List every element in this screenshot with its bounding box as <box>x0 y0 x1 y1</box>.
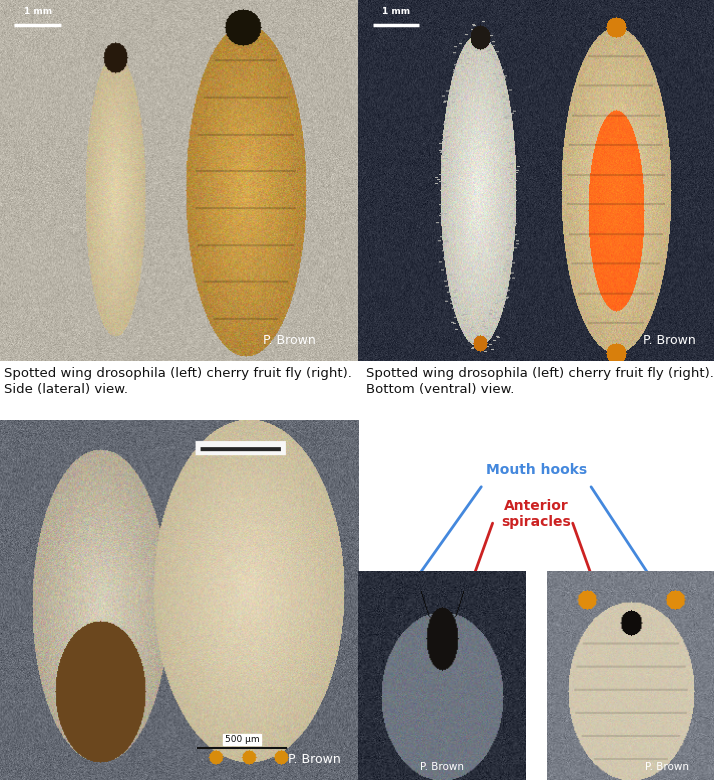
Text: 1 mm: 1 mm <box>382 7 410 16</box>
Text: P. Brown: P. Brown <box>288 753 341 766</box>
Text: Anterior
spiracles: Anterior spiracles <box>501 499 571 529</box>
Text: P. Brown: P. Brown <box>645 761 689 771</box>
Text: P. Brown: P. Brown <box>263 334 316 346</box>
Text: 500 μm: 500 μm <box>225 735 259 744</box>
Text: Spotted wing drosophila (left) cherry fruit fly (right).
Bottom (ventral) view.: Spotted wing drosophila (left) cherry fr… <box>366 367 713 396</box>
Text: P. Brown: P. Brown <box>420 761 464 771</box>
Text: Spotted wing drosophila (left) cherry fruit fly (right).
Side (lateral) view.: Spotted wing drosophila (left) cherry fr… <box>4 367 351 396</box>
Text: P. Brown: P. Brown <box>643 334 696 346</box>
Text: 1 mm: 1 mm <box>24 7 51 16</box>
Text: Mouth hooks: Mouth hooks <box>486 463 587 477</box>
